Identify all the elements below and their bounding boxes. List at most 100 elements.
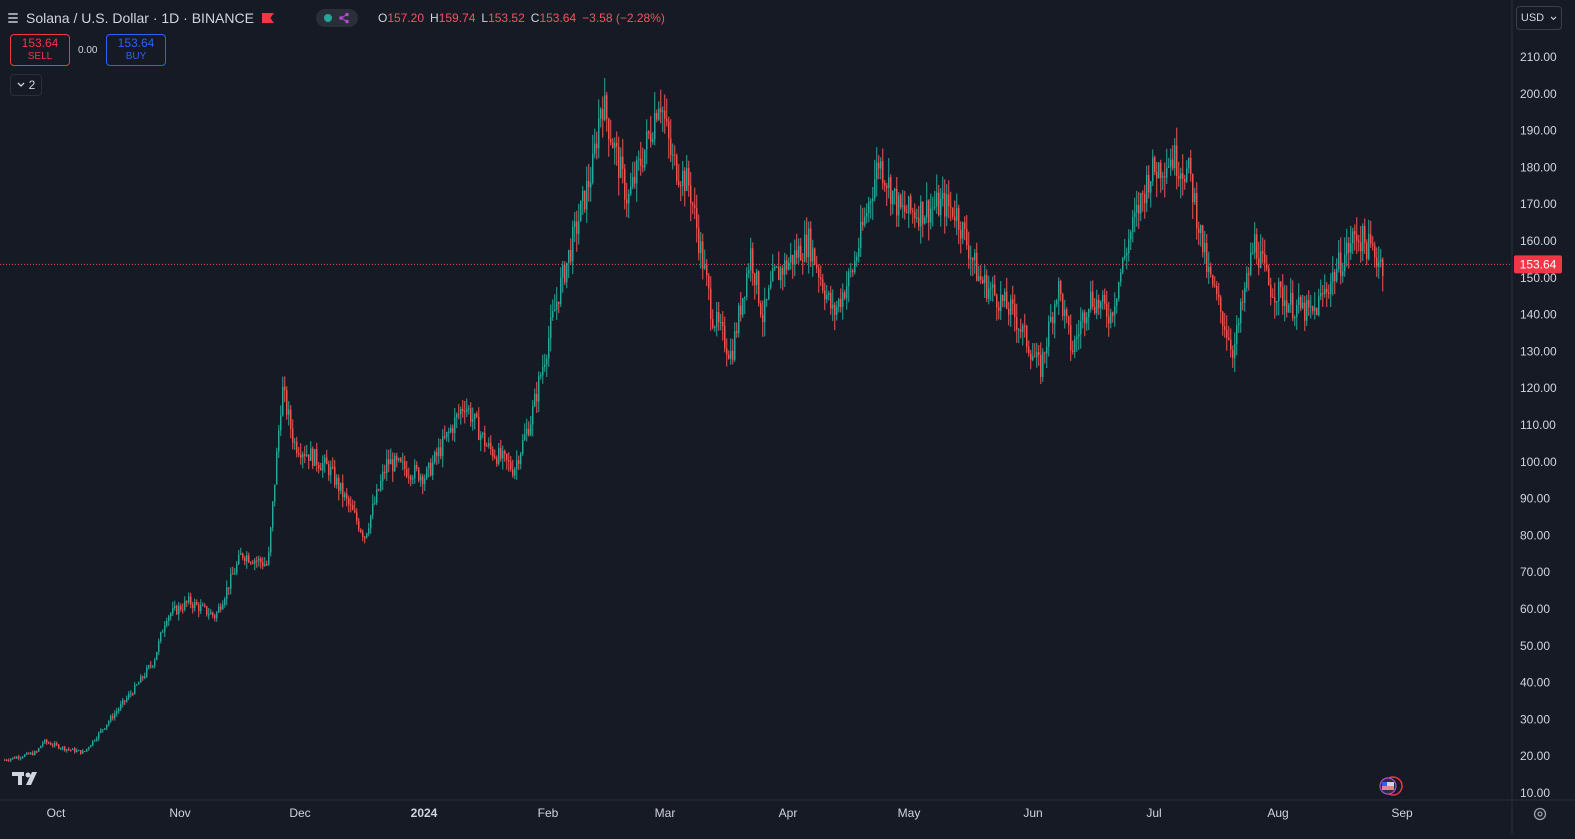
- candle-body: [178, 605, 180, 615]
- candle-body: [372, 503, 374, 516]
- candle-body: [204, 605, 206, 607]
- candle-body: [14, 757, 16, 759]
- candle-body: [430, 462, 432, 476]
- candle-body: [590, 182, 592, 188]
- candle-body: [526, 428, 528, 435]
- candle-body: [1124, 255, 1126, 258]
- candle-body: [298, 452, 300, 455]
- candle-body: [52, 744, 54, 746]
- x-tick-label: Jun: [1023, 806, 1042, 820]
- candle-body: [618, 146, 620, 178]
- candle-body: [334, 466, 336, 485]
- candle-body: [566, 262, 568, 283]
- candle-body: [454, 417, 456, 433]
- candle-body: [656, 112, 658, 120]
- tradingview-logo-icon[interactable]: [12, 770, 44, 786]
- candle-body: [282, 386, 284, 416]
- candle-body: [578, 221, 580, 234]
- candle-body: [1308, 300, 1310, 308]
- buy-button[interactable]: 153.64 BUY: [106, 34, 166, 66]
- candle-body: [438, 447, 440, 456]
- candle-body: [582, 190, 584, 201]
- candle-body: [358, 521, 360, 530]
- candle-body: [602, 109, 604, 120]
- symbol-title[interactable]: Solana / U.S. Dollar · 1D · BINANCE: [26, 10, 254, 26]
- candle-body: [834, 304, 836, 315]
- candle-body: [878, 162, 880, 169]
- candle-body: [420, 476, 422, 481]
- candle-body: [1108, 316, 1110, 324]
- candle-body: [96, 738, 98, 741]
- chevron-down-icon: [17, 82, 25, 87]
- candle-body: [490, 443, 492, 449]
- candle-body: [888, 177, 890, 188]
- candle-body: [1088, 308, 1090, 318]
- candle-body: [804, 234, 806, 261]
- candle-body: [868, 201, 870, 214]
- candle-body: [646, 131, 648, 150]
- candle-body: [192, 604, 194, 608]
- candle-body: [1236, 325, 1238, 344]
- candle-body: [118, 708, 120, 712]
- candle-body: [424, 478, 426, 485]
- candle-body: [154, 659, 156, 666]
- candle-body: [480, 434, 482, 440]
- candle-body: [704, 264, 706, 269]
- candle-body: [450, 428, 452, 432]
- candle-body: [560, 277, 562, 304]
- candle-body: [1162, 176, 1164, 178]
- candle-body: [128, 694, 130, 699]
- candle-body: [1248, 273, 1250, 275]
- settings-icon[interactable]: [1532, 806, 1548, 822]
- candle-body: [328, 464, 330, 476]
- candle-body: [638, 158, 640, 161]
- candle-body: [1110, 312, 1112, 324]
- candle-body: [272, 501, 274, 528]
- menu-icon[interactable]: [8, 13, 18, 23]
- candle-body: [482, 432, 484, 435]
- candle-body: [180, 605, 182, 610]
- candle-body: [516, 460, 518, 470]
- us-flag-event-icon[interactable]: [1376, 776, 1404, 796]
- candle-body: [746, 273, 748, 297]
- candle-body: [148, 665, 150, 668]
- candle-body: [988, 288, 990, 299]
- candle-body: [960, 229, 962, 239]
- candle-body: [340, 482, 342, 491]
- status-pill[interactable]: [315, 9, 358, 27]
- indicators-toggle[interactable]: 2: [10, 74, 42, 96]
- candle-body: [238, 554, 240, 564]
- candle-body: [636, 160, 638, 184]
- candle-body: [1126, 253, 1128, 256]
- candle-body: [994, 284, 996, 295]
- candle-body: [356, 512, 358, 522]
- candle-body: [908, 196, 910, 214]
- sell-button[interactable]: 153.64 SELL: [10, 34, 70, 66]
- candle-body: [622, 156, 624, 169]
- candle-body: [166, 621, 168, 626]
- candle-body: [30, 752, 32, 755]
- candle-body: [562, 264, 564, 278]
- flag-icon[interactable]: [262, 13, 274, 23]
- candle-body: [752, 248, 754, 274]
- candle-body: [506, 453, 508, 461]
- price-axis[interactable]: 210.00 200.00 190.00 180.00 170.00 160.00 150.…: [1520, 50, 1557, 800]
- candle-body: [422, 476, 424, 485]
- candle-body: [278, 430, 280, 452]
- x-tick-label: Mar: [655, 806, 676, 820]
- candle-body: [494, 456, 496, 458]
- candle-body: [1166, 167, 1168, 178]
- currency-selector[interactable]: USD: [1516, 6, 1562, 30]
- time-axis[interactable]: Oct Nov Dec 2024 Feb Mar Apr May Jun Jul Aug Sep: [47, 806, 1413, 820]
- candle-body: [70, 749, 72, 751]
- candle-body: [306, 454, 308, 456]
- candle-body: [418, 468, 420, 481]
- candle-body: [730, 350, 732, 359]
- candle-body: [860, 221, 862, 248]
- candle-body: [678, 181, 680, 186]
- candle-body: [770, 281, 772, 289]
- currency-value: USD: [1520, 12, 1545, 24]
- candle-body: [226, 587, 228, 599]
